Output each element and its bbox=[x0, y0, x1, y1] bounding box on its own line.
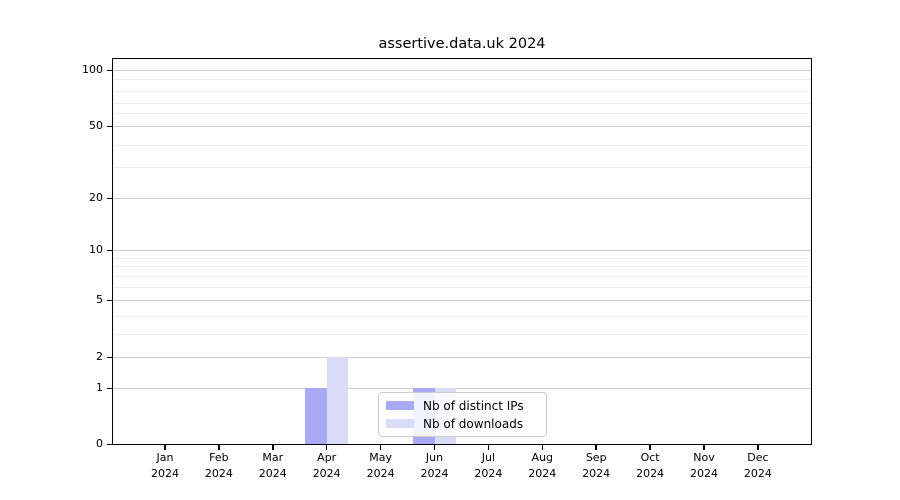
y-tick-label-10: 10 bbox=[89, 243, 103, 256]
minor-gridline bbox=[113, 266, 811, 267]
y-tick-mark-2 bbox=[107, 356, 113, 358]
x-tick-mark-apr bbox=[325, 444, 328, 450]
y-tick-label-50: 50 bbox=[89, 119, 103, 132]
x-tick-mark-oct bbox=[649, 444, 651, 450]
bar-apr-distinct_ips bbox=[305, 388, 327, 444]
x-tick-mark-nov bbox=[703, 444, 705, 450]
x-tick-label-mar: Mar 2024 bbox=[258, 451, 287, 480]
major-gridline-1 bbox=[113, 388, 811, 389]
legend-swatch-downloads bbox=[386, 419, 414, 428]
y-tick-label-5: 5 bbox=[96, 293, 103, 306]
minor-gridline bbox=[113, 334, 811, 335]
x-tick-label-jul: Jul 2024 bbox=[474, 451, 503, 480]
y-tick-mark-5 bbox=[107, 299, 113, 301]
x-tick-label-may: May 2024 bbox=[366, 451, 395, 480]
legend-label-distinct-ips: Nb of distinct IPs bbox=[423, 398, 524, 413]
minor-gridline bbox=[113, 91, 811, 92]
minor-gridline bbox=[113, 316, 811, 317]
plot-area bbox=[113, 59, 811, 444]
x-tick-label-sep: Sep 2024 bbox=[582, 451, 611, 480]
x-tick-label-nov: Nov 2024 bbox=[690, 451, 718, 480]
minor-gridline bbox=[113, 103, 811, 104]
y-tick-mark-0 bbox=[107, 443, 113, 445]
x-tick-mark-mar bbox=[272, 444, 274, 450]
y-tick-mark-1 bbox=[107, 387, 113, 389]
legend-row-distinct-ips: Nb of distinct IPs bbox=[386, 399, 538, 413]
x-tick-mark-sep bbox=[595, 444, 597, 450]
major-gridline-10 bbox=[113, 250, 811, 251]
x-tick-label-apr: Apr 2024 bbox=[312, 451, 341, 480]
minor-gridline bbox=[113, 145, 811, 146]
major-gridline-100 bbox=[113, 70, 811, 71]
y-tick-mark-10 bbox=[107, 249, 113, 251]
minor-gridline bbox=[113, 167, 811, 168]
x-tick-mark-dec bbox=[757, 444, 759, 450]
y-tick-label-100: 100 bbox=[82, 63, 103, 76]
x-tick-mark-may bbox=[379, 444, 382, 450]
major-gridline-50 bbox=[113, 126, 811, 127]
major-gridline-20 bbox=[113, 198, 811, 199]
x-tick-label-aug: Aug 2024 bbox=[528, 451, 557, 480]
major-gridline-2 bbox=[113, 357, 811, 358]
x-tick-mark-jan bbox=[164, 444, 166, 450]
x-tick-mark-feb bbox=[218, 444, 220, 450]
x-tick-label-feb: Feb 2024 bbox=[204, 451, 233, 480]
y-tick-label-2: 2 bbox=[96, 350, 103, 363]
legend-label-downloads: Nb of downloads bbox=[423, 416, 524, 431]
major-gridline-5 bbox=[113, 300, 811, 301]
minor-gridline bbox=[113, 276, 811, 277]
x-tick-label-jun: Jun 2024 bbox=[420, 451, 449, 480]
x-tick-label-dec: Dec 2024 bbox=[743, 451, 772, 480]
x-tick-mark-aug bbox=[541, 444, 544, 450]
x-tick-label-oct: Oct 2024 bbox=[636, 451, 665, 480]
minor-gridline bbox=[113, 258, 811, 259]
bar-apr-downloads bbox=[326, 357, 349, 444]
x-tick-label-jan: Jan 2024 bbox=[151, 451, 179, 480]
legend-swatch-distinct-ips bbox=[386, 401, 414, 410]
chart-title: assertive.data.uk 2024 bbox=[378, 36, 546, 52]
minor-gridline bbox=[113, 113, 811, 114]
legend: Nb of distinct IPs Nb of downloads bbox=[378, 392, 547, 437]
y-tick-mark-50 bbox=[107, 125, 113, 127]
x-tick-mark-jun bbox=[433, 444, 436, 450]
legend-row-downloads: Nb of downloads bbox=[386, 417, 538, 431]
x-tick-mark-jul bbox=[487, 444, 490, 450]
y-tick-label-1: 1 bbox=[96, 381, 103, 394]
minor-gridline bbox=[113, 79, 811, 80]
minor-gridline bbox=[113, 287, 811, 288]
y-tick-mark-100 bbox=[107, 69, 113, 71]
y-tick-mark-20 bbox=[107, 197, 113, 199]
y-tick-label-0: 0 bbox=[96, 437, 103, 450]
y-tick-label-20: 20 bbox=[89, 191, 103, 204]
